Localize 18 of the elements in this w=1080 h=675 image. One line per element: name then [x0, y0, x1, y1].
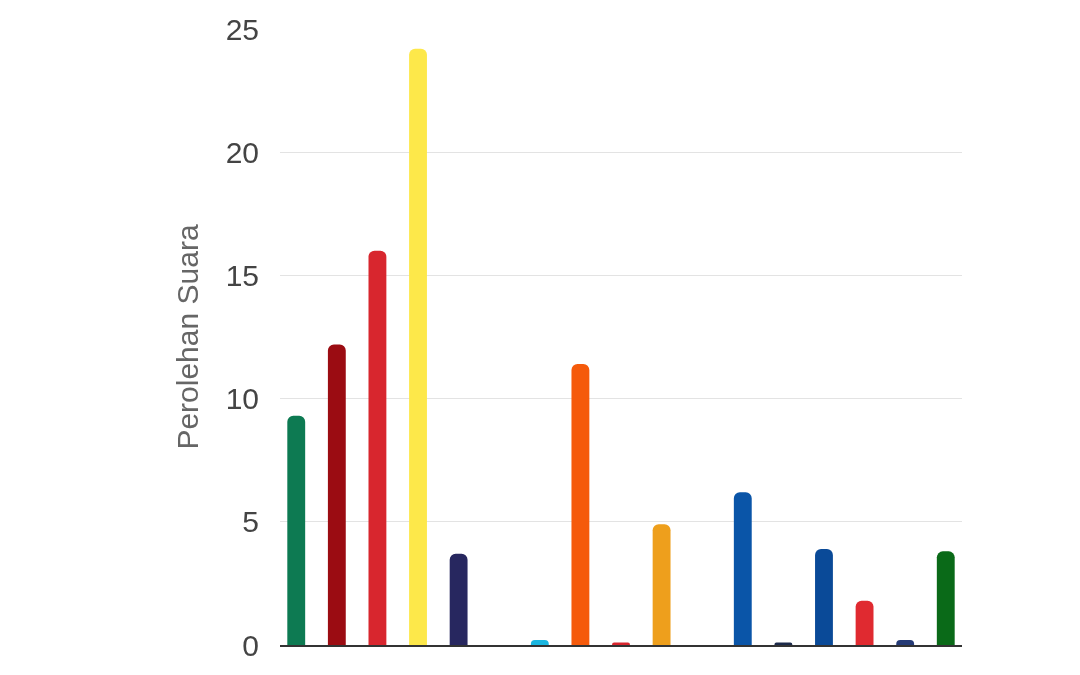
bar: [936, 551, 955, 645]
bar: [815, 548, 833, 645]
bar: [733, 492, 752, 645]
bar: [409, 48, 427, 645]
bar: [368, 250, 387, 645]
y-tick-label: 25: [225, 12, 259, 46]
bar: [652, 524, 671, 645]
bar: [287, 415, 306, 645]
bar: [449, 553, 468, 645]
bar: [571, 364, 590, 645]
y-tick-label: 5: [242, 505, 259, 539]
y-axis-title: Perolehan Suara: [170, 224, 204, 450]
y-tick-label: 0: [242, 628, 259, 662]
y-tick-label: 10: [225, 382, 259, 416]
y-tick-label: 15: [225, 258, 259, 292]
y-tick-label: 20: [225, 135, 259, 169]
bar: [327, 344, 346, 645]
bar: [855, 600, 874, 645]
